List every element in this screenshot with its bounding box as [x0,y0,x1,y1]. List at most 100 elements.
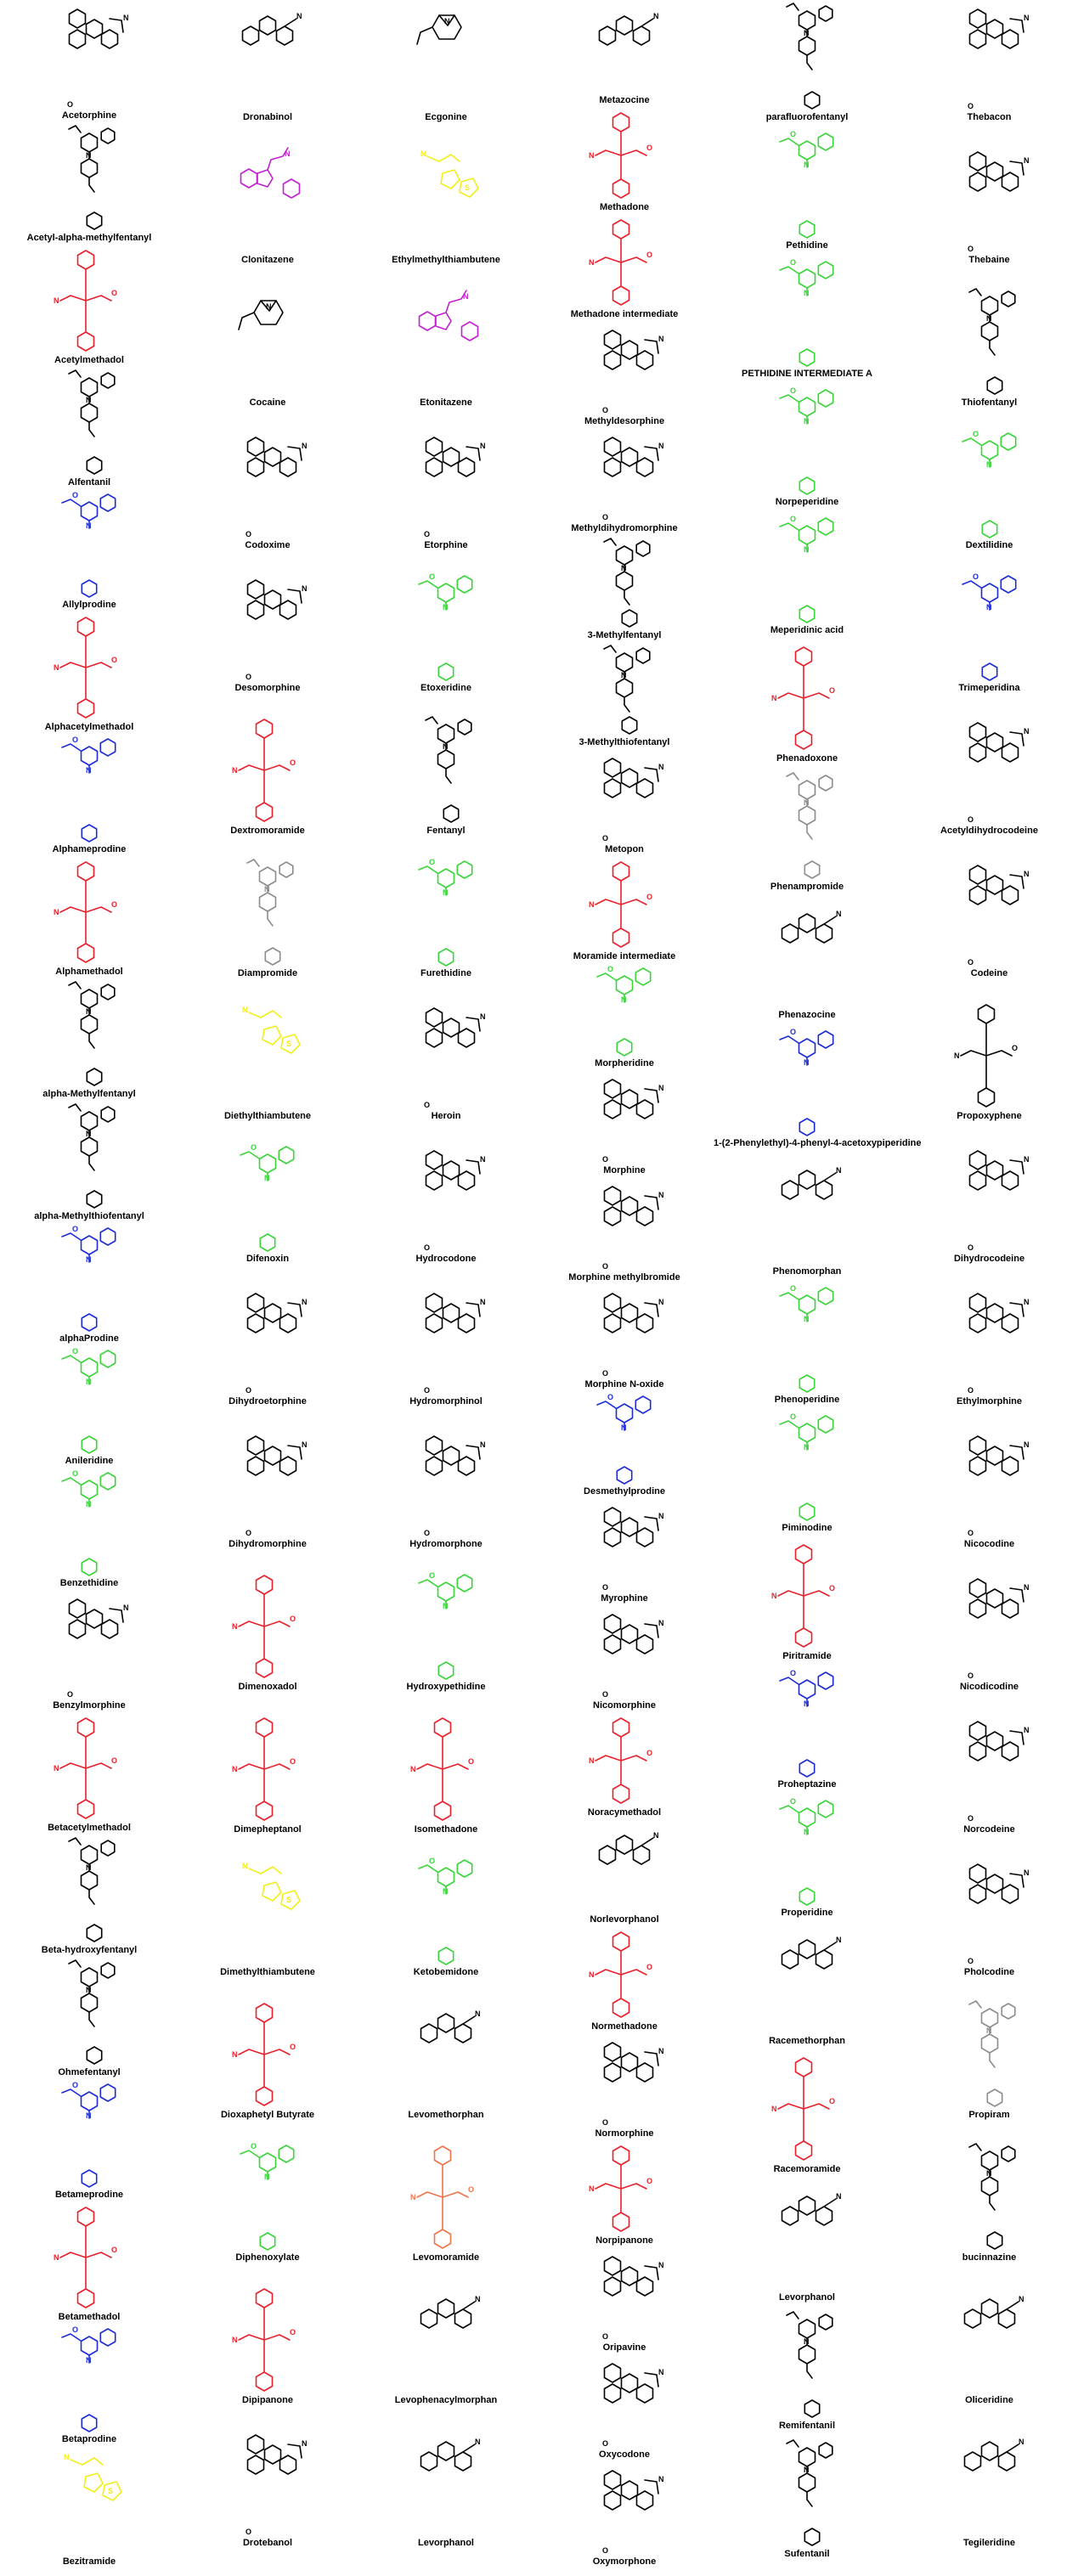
svg-text:O: O [790,515,796,523]
compound-name: Acetorphine [61,110,117,121]
compound-entry: N O Oripavine [535,2249,714,2356]
compound-name: Acetylmethadol [54,355,124,365]
compound-name: Nicomorphine [593,1700,656,1711]
structure-diagram: N [420,2295,481,2329]
structure-diagram: N [68,1837,116,1942]
compound-name: Hydromorphone [409,1539,483,1549]
compound-entry: N Acetyl-alpha-methylfentanyl [0,124,178,246]
compound-name: Ecgonine [425,112,467,122]
structure-diagram: N [786,2311,833,2418]
structure-diagram: ON [779,386,834,495]
compound-entry: N Diampromide [178,858,357,1001]
compound-name: Benzylmorphine [53,1700,126,1711]
svg-text:N: N [475,2010,481,2018]
compound-name: Beta-hydroxyfentanyl [41,1945,138,1955]
structure-diagram: ON [61,736,116,843]
structure-diagram: N [246,859,294,966]
structure-diagram: N [418,290,479,341]
compound-name: Morphine [603,1165,646,1175]
structure-diagram: N [416,14,462,45]
compound-name: Dioxaphetyl Butyrate [220,2110,315,2120]
compound-name: Dimepheptanol [234,1824,302,1835]
svg-text:N: N [804,161,810,169]
svg-text:O: O [790,386,796,395]
compound-name: Betameprodine [54,2190,124,2200]
structure-diagram: NO [410,2145,474,2249]
compound-entry: O N Etoxeridine [357,572,535,715]
compound-name: Hydroxypethidine [406,1682,486,1692]
svg-text:N: N [986,460,992,469]
structure-diagram: N [68,1103,116,1209]
svg-text:N: N [1024,1298,1030,1306]
svg-text:O: O [72,2081,78,2089]
compound-entry: N O Nicocodine [900,1429,1078,1571]
compound-entry: O N Furethidine [357,858,535,1001]
svg-text:N: N [986,2026,992,2035]
svg-text:N: N [1024,156,1030,165]
compound-name: Propiram [968,2110,1010,2120]
compound-entry: N Tegileridine [900,2427,1078,2570]
svg-text:N: N [658,763,664,771]
structure-diagram: NO [589,112,652,199]
compound-name: 3-Methylthiofentanyl [579,737,670,747]
svg-text:N: N [285,149,291,158]
structure-diagram: NO [602,1186,664,1271]
svg-text:O: O [424,1101,430,1109]
compound-entry: N O Isomethadone [357,1714,535,1857]
svg-text:N: N [54,296,59,305]
compound-name: alpha-Methylthiofentanyl [34,1211,144,1221]
svg-text:N: N [54,2253,59,2262]
compound-entry: N O Benzylmorphine [0,1592,178,1714]
svg-text:N: N [86,2356,92,2365]
compound-name: Oliceridine [965,2395,1013,2405]
svg-text:O: O [67,100,73,109]
svg-text:O: O [602,1583,608,1592]
compound-name: Nicodicodine [959,1682,1019,1692]
compound-entry: N O Normorphine [535,2035,714,2142]
compound-name: Phenadoxone [776,753,838,764]
compound-entry: O N Dextilidine [900,430,1078,572]
structure-diagram: ON [961,430,1016,538]
compound-entry: N O Thebaine [900,144,1078,287]
structure-diagram: ON [61,2325,116,2432]
compound-entry: N Dronabinol [178,2,357,144]
structure-diagram: NO [771,1544,835,1648]
compound-entry: O N Morpheridine [535,965,714,1072]
structure-diagram: N [786,772,833,879]
svg-text:N: N [621,671,627,679]
compound-entry: N O Moramide intermediate [535,858,714,965]
svg-text:O: O [602,1369,608,1378]
svg-text:N: N [804,545,810,554]
compound-name: parafluorofentanyl [765,112,849,122]
compound-name: Allylprodine [62,600,116,610]
structure-diagram: NO [246,437,308,538]
svg-text:N: N [86,1130,92,1138]
compound-entry: N 3-Methylthiofentanyl [535,644,714,751]
compound-name: Piritramide [782,1651,832,1661]
svg-text:N: N [804,2337,810,2346]
compound-name: Hydrocodone [415,1254,477,1264]
svg-text:O: O [968,815,974,824]
svg-text:N: N [86,1255,92,1264]
compound-entry: O N Phenoperidine [714,1284,900,1412]
svg-text:O: O [968,1386,974,1395]
compound-entry: N O Alphamethadol [0,858,178,980]
structure-diagram: NO [246,2434,308,2536]
compound-name: Desomorphine [234,683,301,693]
structure-diagram: NO [771,2057,835,2161]
compound-entry: N Phenomorphan [714,1156,900,1284]
compound-name: Pholcodine [963,1967,1015,1977]
svg-text:O: O [607,1393,613,1401]
compound-entry: N O Methadone intermediate [535,216,714,323]
svg-text:O: O [790,130,796,138]
compound-entry: N Ohmefentanyl [0,1959,178,2081]
compound-entry: N O Acetyldihydrocodeine [900,715,1078,858]
structure-diagram: NO [968,1863,1029,1965]
structure-diagram: NO [54,1717,117,1819]
compound-name: Levorphanol [778,2292,835,2303]
structure-diagram: NO [424,1293,486,1395]
compound-name: Isomethadone [414,1824,478,1835]
svg-text:N: N [1024,1440,1030,1449]
compound-entry: N S Diethylthiambutene [178,1001,357,1143]
svg-text:N: N [242,1862,248,1870]
